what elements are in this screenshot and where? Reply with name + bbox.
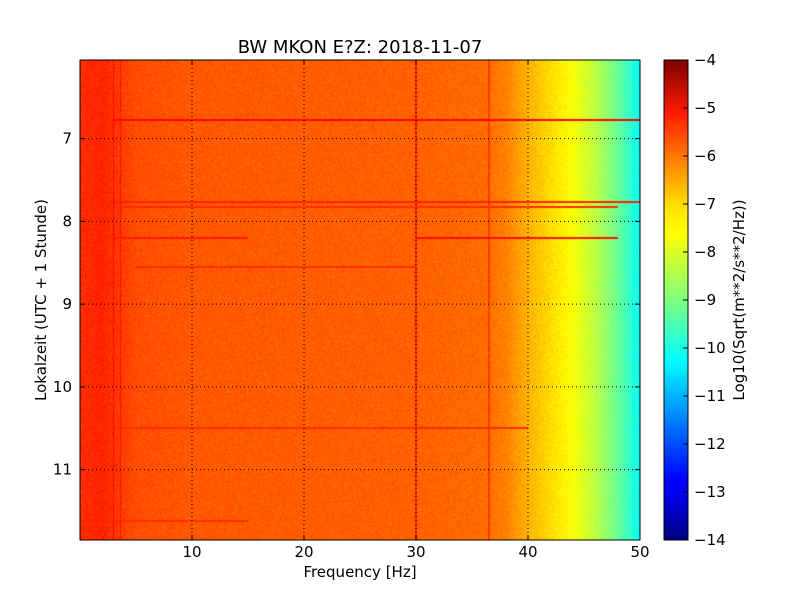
colorbar-tick-label: −11	[694, 387, 726, 405]
colorbar-tick-label: −9	[694, 291, 716, 309]
y-axis-label: Lokalzeit (UTC + 1 Stunde)	[32, 199, 50, 401]
colorbar-tick-label: −7	[694, 195, 716, 213]
x-tick-label: 30	[406, 543, 425, 561]
colorbar-tick-label: −4	[694, 51, 716, 69]
x-tick-label: 20	[294, 543, 313, 561]
x-tick-label: 10	[182, 543, 201, 561]
x-tick-label: 50	[630, 543, 649, 561]
y-tick-label: 9	[62, 295, 72, 313]
colorbar-label: Log10(Sqrt(m**2/s**2/Hz))	[730, 199, 748, 400]
x-tick-label: 40	[518, 543, 537, 561]
axis-ticks: 10 20 30 40 50 7 8 9 10 11	[53, 60, 650, 561]
chart-title: BW MKON E?Z: 2018-11-07	[238, 37, 483, 58]
y-tick-label: 7	[62, 130, 72, 148]
colorbar-tick-label: −12	[694, 435, 726, 453]
y-tick-label: 11	[53, 461, 72, 479]
colorbar-tick-label: −8	[694, 243, 716, 261]
colorbar: −4 −5 −6 −7 −8 −9 −10 −11 −12 −13 −14 Log10(Sqrt(m…	[663, 51, 748, 549]
plot-frame	[79, 59, 641, 541]
y-tick-label: 10	[53, 378, 72, 396]
y-tick-label: 8	[62, 212, 72, 230]
x-axis-label: Frequency [Hz]	[303, 563, 416, 581]
colorbar-tick-label: −13	[694, 483, 726, 501]
colorbar-tick-label: −6	[694, 147, 716, 165]
colorbar-tick-label: −14	[694, 531, 726, 549]
colorbar-tick-label: −5	[694, 99, 716, 117]
plot-area: 10 20 30 40 50 7 8 9 10 11	[53, 59, 650, 561]
colorbar-ticks: −4 −5 −6 −7 −8 −9 −10 −11 −12 −13 −14	[683, 51, 726, 549]
spectrogram-heatmap	[80, 60, 640, 540]
grid-lines	[80, 60, 640, 540]
colorbar-tick-label: −10	[694, 339, 726, 357]
